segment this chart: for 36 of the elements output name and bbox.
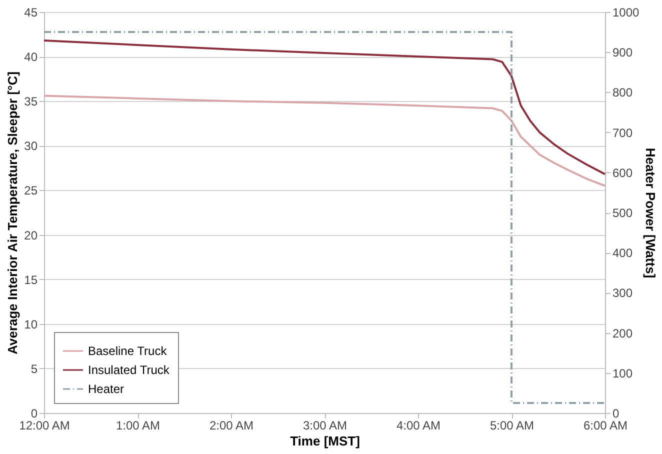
- y2-tick-label: 900: [612, 46, 633, 60]
- y2-tick-label: 200: [612, 326, 633, 340]
- y-tick-label: 5: [30, 362, 38, 376]
- y2-axis-title: Heater Power [Watts]: [643, 148, 658, 278]
- legend-label: Insulated Truck: [88, 363, 170, 377]
- x-tick-label: 12:00 AM: [19, 418, 70, 432]
- legend-label: Heater: [88, 382, 124, 396]
- y2-tick-label: 0: [612, 406, 620, 420]
- y-tick-label: 35: [24, 94, 38, 109]
- y2-tick-label: 800: [612, 86, 633, 100]
- x-tick-label: 5:00 AM: [490, 418, 534, 432]
- y-axis-title: Average Interior Air Temperature, Sleeper [°C]: [5, 72, 20, 354]
- y2-tick-label: 400: [612, 246, 633, 260]
- y-tick-label: 10: [24, 317, 38, 332]
- x-tick-label: 4:00 AM: [396, 418, 441, 432]
- line-series: [43, 94, 606, 187]
- legend-label: Baseline Truck: [88, 344, 168, 358]
- line-series: [43, 40, 606, 176]
- y2-tick-label: 700: [612, 126, 633, 140]
- x-axis-title: Time [MST]: [290, 434, 360, 448]
- y2-tick-label: 100: [612, 366, 633, 380]
- y-tick-label: 30: [24, 139, 38, 154]
- y2-tick-label: 600: [612, 166, 633, 180]
- x-tick-label: 1:00 AM: [116, 418, 160, 432]
- x-tick-label: 2:00 AM: [209, 418, 254, 432]
- y2-tick-label: 1000: [612, 6, 640, 20]
- y-tick-label: 15: [24, 272, 38, 287]
- x-tick-label: 6:00 AM: [583, 418, 628, 432]
- y-tick-label: 40: [24, 50, 38, 64]
- y-tick-label: 45: [24, 6, 38, 20]
- x-tick-label: 3:00 AM: [302, 418, 348, 432]
- y-tick-label: 0: [30, 406, 38, 420]
- y-tick-label: 25: [24, 184, 38, 198]
- y2-tick-label: 500: [612, 206, 633, 220]
- y-tick-label: 20: [24, 228, 38, 242]
- y2-tick-label: 300: [612, 286, 633, 300]
